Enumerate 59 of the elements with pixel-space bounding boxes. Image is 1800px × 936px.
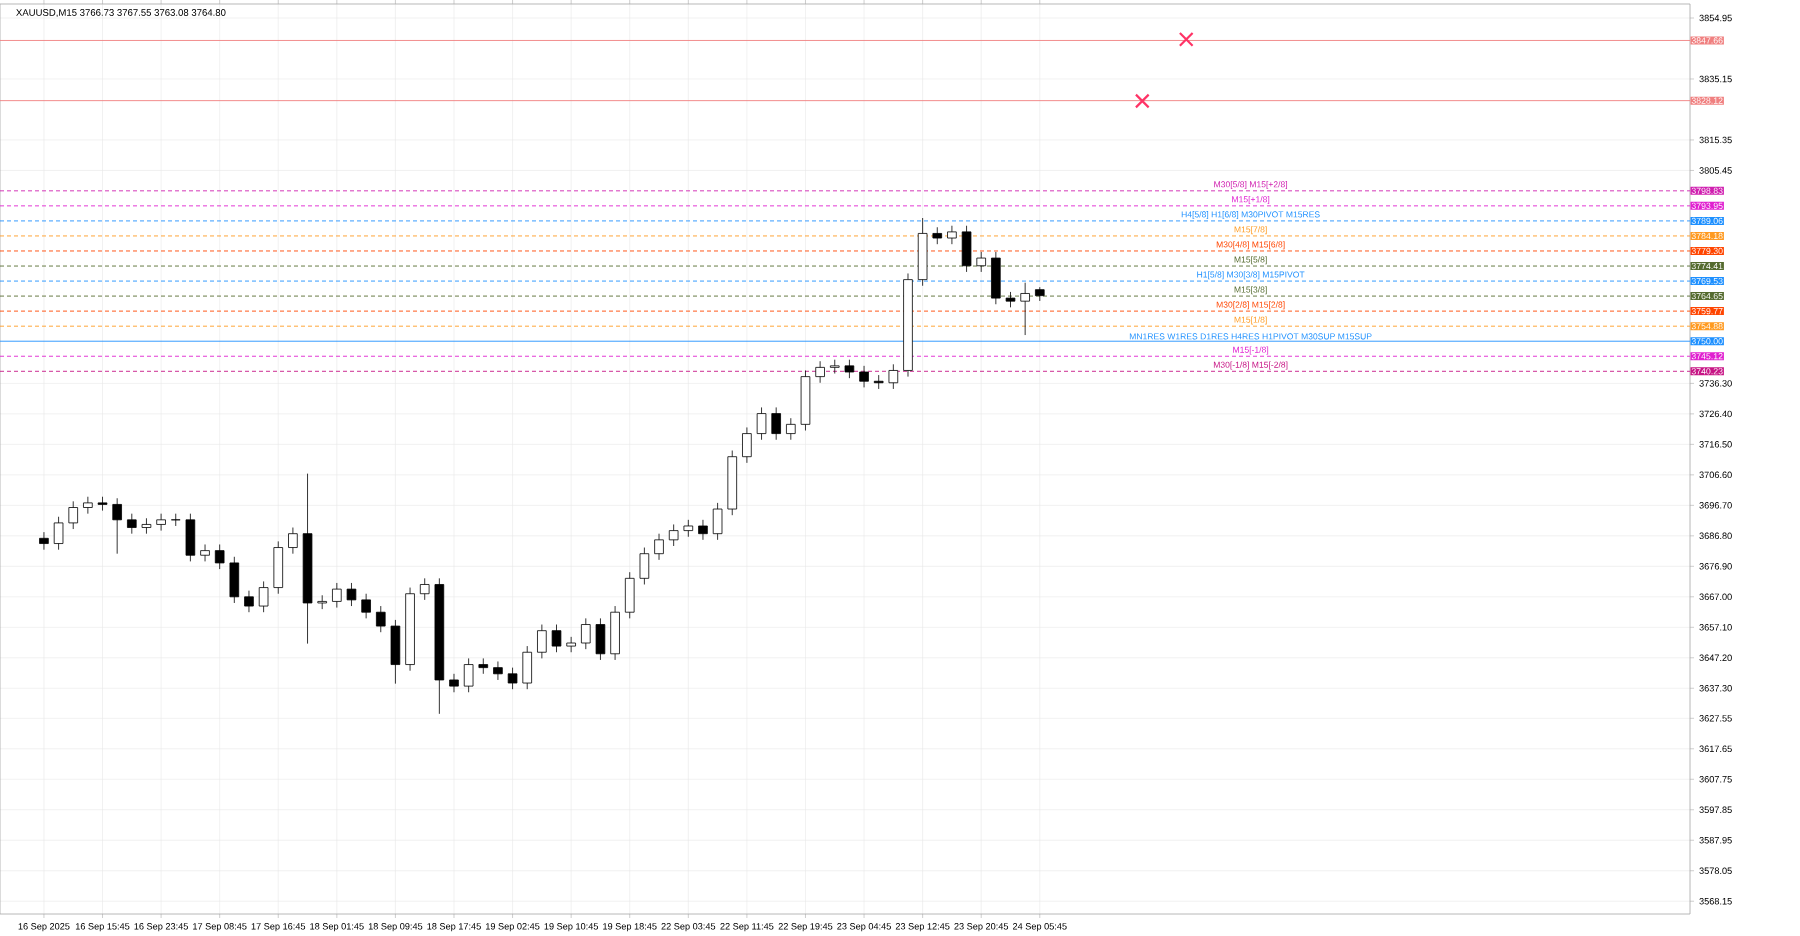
- candlestick: [317, 594, 327, 610]
- candlestick: [800, 370, 811, 431]
- candlestick: [756, 407, 767, 441]
- candlestick: [961, 225, 972, 273]
- candlestick: [624, 571, 635, 619]
- candlestick: [639, 547, 650, 585]
- candlestick: [991, 251, 1001, 305]
- candlestick: [654, 533, 664, 561]
- candlestick: [1020, 282, 1030, 336]
- candlestick: [668, 524, 679, 547]
- candlestick: [214, 544, 225, 570]
- candlestick: [375, 605, 386, 633]
- candlestick: [522, 645, 533, 690]
- candlestick: [859, 365, 869, 388]
- candlestick: [185, 513, 196, 562]
- candlestick: [419, 577, 430, 601]
- candlestick: [742, 427, 752, 464]
- candlestick: [595, 617, 606, 661]
- candlestick: [244, 590, 254, 613]
- candlestick: [478, 658, 489, 675]
- candlestick: [566, 636, 576, 653]
- candlestick: [390, 619, 401, 685]
- candlestick: [888, 363, 899, 390]
- candlestick: [68, 500, 79, 530]
- candlestick: [493, 661, 503, 681]
- candlestick: [581, 617, 591, 650]
- candlestick: [815, 360, 825, 384]
- candlestick: [537, 624, 547, 659]
- candlestick: [844, 359, 855, 379]
- candlestick: [83, 496, 93, 515]
- candlestick: [112, 497, 122, 555]
- candlestick: [786, 417, 796, 441]
- candlestick: [712, 502, 723, 541]
- candlestick: [39, 531, 49, 551]
- candlestick: [346, 582, 357, 607]
- candlestick: [258, 581, 269, 613]
- candlestick: [53, 516, 64, 551]
- candlestick: [917, 217, 928, 287]
- candlestick: [610, 605, 620, 661]
- candlestick: [127, 513, 137, 535]
- candlestick: [829, 359, 840, 374]
- candlestick: [507, 667, 518, 690]
- candlestick: [273, 540, 284, 595]
- candlestick: [288, 527, 298, 555]
- candlestick: [551, 624, 562, 653]
- candlestick: [229, 556, 240, 604]
- candlestick: [873, 374, 884, 390]
- candlestick: [97, 496, 108, 511]
- candlestick: [698, 519, 708, 541]
- candlestick: [449, 673, 459, 693]
- candlestick: [332, 582, 342, 608]
- candlestick: [771, 407, 781, 441]
- candlestick: [200, 544, 210, 562]
- candlestick: [141, 517, 152, 535]
- candlestick: [463, 658, 474, 693]
- candlestick: [156, 513, 166, 531]
- candlestick: [947, 225, 957, 245]
- candlestick: [361, 593, 371, 619]
- candlestick: [976, 251, 986, 273]
